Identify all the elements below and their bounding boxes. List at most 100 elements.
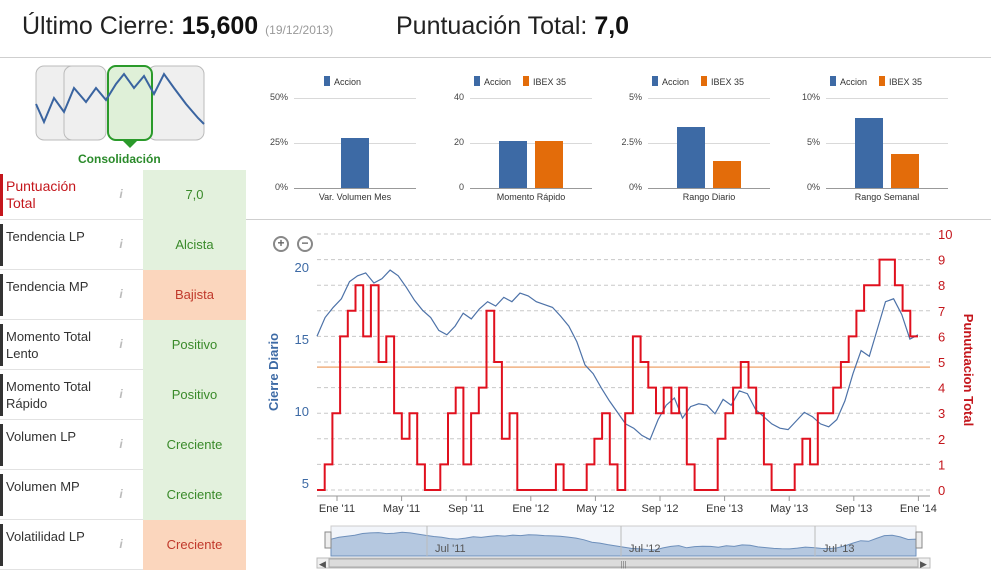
indicator-value: Positivo bbox=[143, 320, 246, 370]
scroll-right-icon[interactable]: ▶ bbox=[920, 559, 927, 569]
zoom-in-icon[interactable]: + bbox=[273, 236, 289, 252]
legend-label: Accion bbox=[484, 77, 512, 87]
indicator-name: Volumen MP bbox=[6, 479, 80, 494]
legend-label: Accion bbox=[334, 77, 362, 87]
legend-swatch bbox=[474, 76, 480, 86]
mini-gridline bbox=[470, 98, 592, 99]
mini-y-tick: 20 bbox=[453, 137, 464, 147]
mini-gridline bbox=[648, 143, 770, 144]
divider bbox=[246, 219, 991, 220]
y-axis-tick: 15 bbox=[295, 332, 309, 347]
last-close: Último Cierre: 15,600 (19/12/2013) bbox=[22, 12, 333, 41]
last-close-date: (19/12/2013) bbox=[265, 23, 334, 37]
mini-y-tick: 0% bbox=[274, 182, 288, 192]
price-score-chart: + − 20 15 10 5 Cierre Diario 10 9 8 7 6 5 4 3 2 1 0 Punu… bbox=[262, 222, 991, 570]
indicator-marker bbox=[0, 324, 3, 366]
mini-category-label: Var. Volumen Mes bbox=[318, 192, 392, 202]
x-axis-tick: Ene '12 bbox=[512, 503, 549, 515]
indicator-row: Volumen LP i Creciente bbox=[0, 420, 246, 470]
legend-item: Accion bbox=[474, 76, 512, 87]
legend-label: IBEX 35 bbox=[889, 77, 923, 87]
mini-bar bbox=[713, 161, 741, 188]
mini-gridline bbox=[826, 98, 948, 99]
mini-bar bbox=[535, 140, 563, 188]
x-axis-tick: Ene '14 bbox=[900, 503, 937, 515]
legend-swatch bbox=[523, 76, 530, 86]
y-axis-tick: 5 bbox=[302, 476, 309, 491]
mini-bar bbox=[499, 140, 527, 188]
y2-axis-tick: 2 bbox=[938, 432, 945, 447]
mini-bar bbox=[855, 117, 883, 188]
indicator-table: Puntuación Total i 7,0 Tendencia LP i Alcista… bbox=[0, 170, 246, 570]
mini-chart: Accion IBEX 35 10% 5% 0% Rango Semanal bbox=[794, 70, 954, 210]
mini-gridline bbox=[470, 188, 592, 189]
mini-legend: Accion IBEX 35 bbox=[652, 76, 756, 87]
indicator-row: Momento Total Lento i Positivo bbox=[0, 320, 246, 370]
zoom-out-icon[interactable]: − bbox=[297, 236, 313, 252]
legend-swatch bbox=[701, 76, 708, 86]
score-line bbox=[317, 258, 918, 491]
y2-axis-tick: 6 bbox=[938, 329, 945, 344]
navigator-right-handle[interactable] bbox=[915, 531, 923, 549]
indicator-row: Volatilidad LP i Creciente bbox=[0, 520, 246, 570]
info-icon[interactable]: i bbox=[119, 437, 123, 451]
indicator-row: Momento Total Rápido i Positivo bbox=[0, 370, 246, 420]
info-icon[interactable]: i bbox=[119, 337, 123, 351]
info-icon[interactable]: i bbox=[119, 287, 123, 301]
indicator-value: Positivo bbox=[143, 370, 246, 420]
total-score: Puntuación Total: 7,0 bbox=[396, 12, 629, 41]
legend-swatch bbox=[830, 76, 836, 86]
indicator-marker bbox=[0, 274, 3, 316]
info-icon[interactable]: i bbox=[119, 487, 123, 501]
phase-price-line bbox=[35, 72, 205, 125]
x-axis-tick: Sep '12 bbox=[642, 503, 679, 515]
y2-axis-tick: 1 bbox=[938, 457, 945, 472]
info-icon[interactable]: i bbox=[119, 187, 123, 201]
x-axis-tick: May '11 bbox=[383, 503, 420, 515]
scrollbar-thumb[interactable] bbox=[328, 558, 919, 568]
x-axis-tick: Sep '11 bbox=[448, 503, 484, 515]
indicator-row: Volumen MP i Creciente bbox=[0, 470, 246, 520]
navigator-label: Jul '13 bbox=[823, 543, 854, 555]
mini-chart: Accion IBEX 35 5% 2.5% 0% Rango Diario bbox=[616, 70, 776, 210]
mini-y-tick: 50% bbox=[269, 92, 288, 102]
indicator-name: Volatilidad LP bbox=[6, 529, 85, 544]
info-icon[interactable]: i bbox=[119, 387, 123, 401]
y2-axis-tick: 4 bbox=[938, 381, 945, 396]
scroll-left-icon[interactable]: ◀ bbox=[319, 559, 326, 569]
indicator-marker bbox=[0, 224, 3, 266]
mini-y-tick: 5% bbox=[806, 137, 820, 147]
indicator-marker bbox=[0, 424, 3, 466]
mini-y-tick: 0% bbox=[628, 182, 642, 192]
legend-swatch bbox=[652, 76, 658, 86]
mini-legend: Accion IBEX 35 bbox=[830, 76, 934, 87]
navigator-label: Jul '12 bbox=[629, 543, 660, 555]
total-score-label: Puntuación Total: bbox=[396, 12, 588, 40]
navigator-label: Jul '11 bbox=[435, 543, 466, 555]
indicator-marker bbox=[0, 474, 3, 516]
legend-item: IBEX 35 bbox=[879, 76, 923, 87]
mini-y-tick: 0 bbox=[458, 182, 464, 192]
navigator-left-handle[interactable] bbox=[324, 531, 332, 549]
mini-y-tick: 5% bbox=[628, 92, 642, 102]
legend-item: IBEX 35 bbox=[701, 76, 744, 87]
mini-y-tick: 40 bbox=[453, 92, 464, 102]
legend-label: IBEX 35 bbox=[533, 77, 567, 87]
phase-box-4 bbox=[147, 65, 205, 141]
price-line bbox=[316, 269, 919, 441]
mini-gridline bbox=[294, 188, 416, 189]
x-axis-tick: Ene '13 bbox=[706, 503, 743, 515]
indicator-value: Creciente bbox=[143, 420, 246, 470]
indicator-name: Momento Total Lento bbox=[6, 329, 92, 361]
total-score-value: 7,0 bbox=[594, 12, 630, 40]
x-axis-tick: Sep '13 bbox=[835, 503, 872, 515]
phase-box-2 bbox=[63, 65, 107, 141]
mini-category-label: Momento Rápido bbox=[496, 192, 566, 202]
info-icon[interactable]: i bbox=[119, 237, 123, 251]
navigator-area bbox=[330, 531, 917, 557]
info-icon[interactable]: i bbox=[119, 537, 123, 551]
indicator-row: Tendencia MP i Bajista bbox=[0, 270, 246, 320]
mini-gridline bbox=[470, 143, 592, 144]
summary-header: Último Cierre: 15,600 (19/12/2013) Puntu… bbox=[0, 0, 991, 58]
x-axis-tick: Ene '11 bbox=[319, 503, 355, 515]
